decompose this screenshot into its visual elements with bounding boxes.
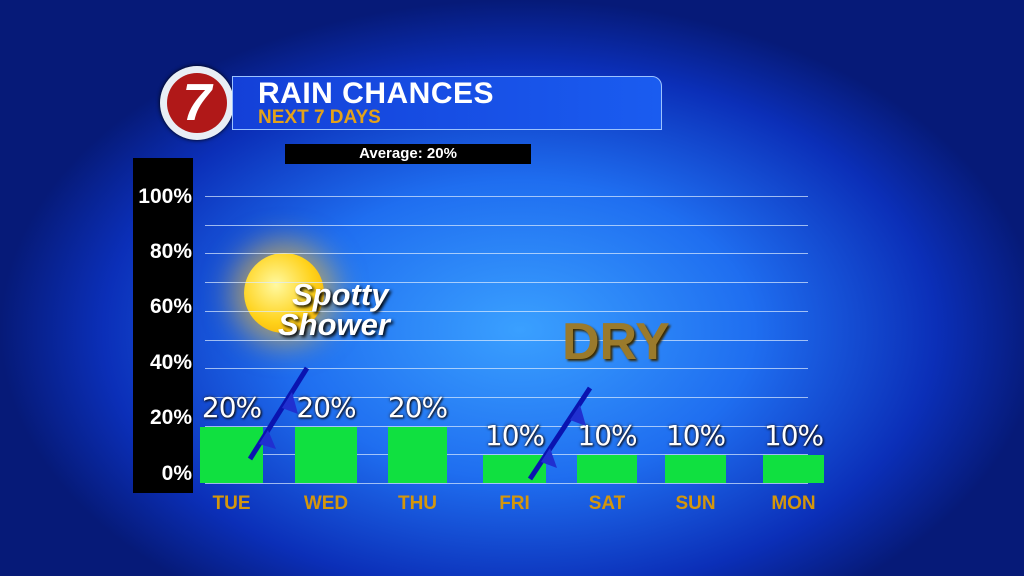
x-tick-label: MON [771, 493, 816, 514]
x-tick-label: THU [397, 493, 438, 514]
logo-number: 7 [167, 73, 227, 133]
gridline [205, 368, 808, 370]
gridline [205, 483, 808, 484]
average-label: Average: 20% [285, 144, 531, 164]
gridline [205, 454, 808, 456]
data-label: 20% [387, 390, 448, 424]
gridline [205, 253, 808, 255]
gridline [205, 196, 808, 197]
data-label: 10% [763, 418, 824, 452]
bar-wed [295, 426, 357, 483]
bar-mon [763, 454, 824, 483]
data-label: 10% [577, 418, 637, 452]
gridline [205, 282, 808, 284]
gridline [205, 339, 808, 341]
x-tick-label: FRI [499, 493, 530, 514]
y-tick-label: 80% [149, 240, 192, 263]
data-label: 20% [296, 390, 356, 424]
front-line-2 [527, 386, 593, 481]
gridline [205, 310, 808, 312]
station-logo: 7 [160, 66, 234, 140]
y-tick-label: 100% [138, 185, 192, 208]
data-label: 10% [484, 418, 545, 452]
gridline [205, 224, 808, 226]
data-label: 10% [665, 418, 726, 452]
dry-annotation: DRY [562, 313, 670, 371]
sun-icon [244, 253, 324, 333]
gridline [205, 425, 808, 427]
chart-title: RAIN CHANCES [258, 77, 495, 110]
y-tick-label: 60% [149, 295, 192, 318]
x-tick-label: TUE [212, 493, 251, 514]
bar-thu [388, 426, 447, 483]
spotty-shower-annotation: Spotty Shower [278, 277, 390, 342]
title-banner [232, 76, 662, 130]
gridline [205, 396, 808, 398]
y-tick-label: 40% [149, 351, 192, 374]
data-label: 20% [201, 390, 262, 424]
x-tick-label: SAT [588, 493, 626, 514]
y-tick-label: 20% [149, 406, 192, 429]
bar-sat [577, 454, 637, 483]
x-tick-label: WED [303, 493, 349, 514]
x-tick-label: SUN [675, 493, 716, 514]
shower-text: Shower [278, 307, 390, 342]
y-tick-label: 0% [161, 462, 192, 485]
bar-sun [665, 454, 726, 483]
front-line-1 [247, 366, 310, 461]
spotty-text: Spotty [292, 277, 389, 312]
chart-subtitle: NEXT 7 DAYS [258, 107, 381, 128]
y-axis-panel [133, 158, 193, 493]
